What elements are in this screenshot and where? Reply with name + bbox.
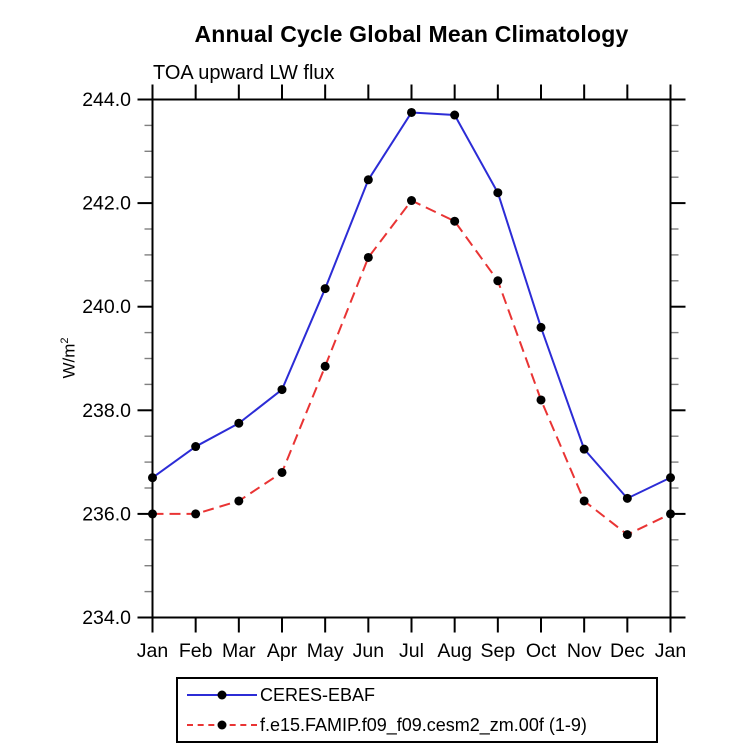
data-point (234, 496, 244, 506)
data-point (450, 110, 460, 120)
data-point (450, 216, 460, 226)
legend: CERES-EBAF f.e15.FAMIP.f09_f09.cesm2_zm.… (176, 677, 658, 743)
data-point (277, 385, 287, 395)
circle-marker-icon (217, 690, 227, 700)
x-axis-tick-label: Aug (437, 640, 472, 662)
series-line-0 (151, 111, 671, 500)
data-point (320, 284, 330, 294)
data-point (363, 175, 373, 185)
circle-marker-icon (217, 720, 227, 730)
x-axis-tick-label: Jan (137, 640, 168, 662)
y-axis-tick-label: 238.0 (82, 400, 131, 422)
data-point (622, 530, 632, 540)
y-axis-tick-label: 242.0 (82, 193, 131, 215)
x-axis-tick-label: Mar (222, 640, 256, 662)
legend-sample-ceres (187, 690, 257, 700)
x-axis-tick-label: Dec (610, 640, 645, 662)
legend-label-ceres: CERES-EBAF (260, 684, 376, 705)
data-point (148, 509, 157, 519)
x-axis-tick-label: Jul (399, 640, 424, 662)
y-axis-tick-label: 234.0 (82, 607, 131, 629)
data-point (536, 322, 546, 332)
data-point (363, 252, 373, 262)
data-point (493, 188, 503, 198)
data-point (666, 473, 675, 483)
data-point (493, 276, 503, 286)
legend-item-ceres: CERES-EBAF (187, 680, 656, 710)
data-point (407, 196, 416, 206)
data-point (536, 395, 546, 405)
chart-title: Annual Cycle Global Mean Climatology (194, 21, 629, 47)
data-point (407, 107, 416, 117)
legend-label-famip: f.e15.FAMIP.f09_f09.cesm2_zm.00f (1-9) (260, 714, 587, 735)
data-point (277, 467, 287, 477)
data-point (148, 473, 157, 483)
y-axis-tick-label: 240.0 (82, 296, 131, 318)
data-point (666, 509, 675, 519)
x-axis-tick-label: Jun (353, 640, 384, 662)
series-line-1 (152, 199, 671, 536)
x-axis-tick-label: Apr (267, 640, 298, 662)
data-point (191, 442, 201, 452)
y-axis-tick-label: 244.0 (82, 89, 131, 111)
x-axis-tick-label: May (307, 640, 344, 662)
data-point (579, 444, 589, 454)
x-axis-tick-label: Sep (480, 640, 515, 662)
x-axis-tick-label: Oct (526, 640, 557, 662)
x-axis-tick-label: Feb (179, 640, 213, 662)
chart-subtitle: TOA upward LW flux (153, 62, 335, 84)
data-point (234, 418, 244, 428)
x-axis-tick-label: Jan (655, 640, 686, 662)
legend-item-famip: f.e15.FAMIP.f09_f09.cesm2_zm.00f (1-9) (187, 710, 656, 740)
x-axis-tick-label: Nov (567, 640, 602, 662)
data-point (579, 496, 589, 506)
data-point (622, 493, 632, 503)
data-point (191, 509, 201, 519)
legend-sample-famip (187, 720, 257, 730)
data-point (320, 361, 330, 371)
plot-border (151, 98, 672, 619)
y-axis-tick-label: 236.0 (82, 503, 131, 525)
